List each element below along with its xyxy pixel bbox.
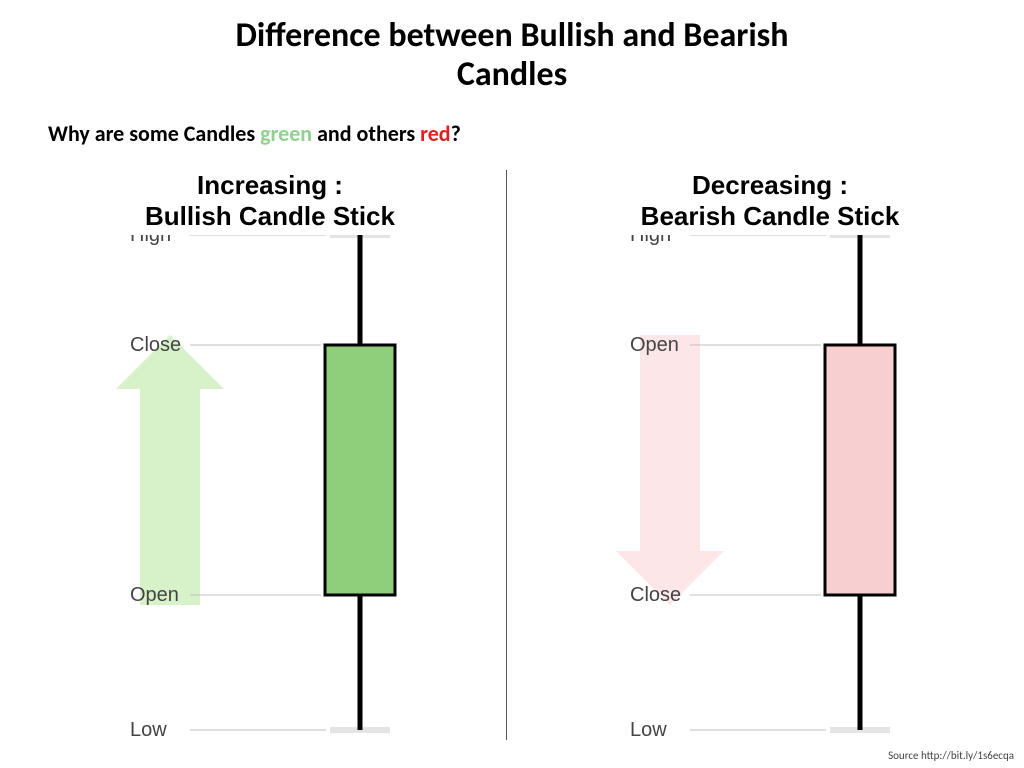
sub-question: Why are some Candles green and others re… (48, 120, 461, 147)
level-label-low: Low (630, 719, 667, 740)
bullish-candle-diagram: High Close Open Low (60, 235, 480, 740)
word-red: red (420, 120, 450, 147)
word-green: green (260, 120, 312, 147)
level-label-bottom: Close (630, 584, 681, 606)
candle-body (825, 345, 895, 595)
level-label-top: Close (130, 334, 181, 356)
level-label-low: Low (130, 719, 167, 740)
direction-arrow (616, 335, 724, 605)
bearish-candle-diagram: High Open Close Low (560, 235, 980, 740)
panel-divider (506, 170, 507, 740)
level-label-top: Open (630, 334, 679, 356)
bullish-heading: Increasing : Bullish Candle Stick (60, 170, 480, 232)
level-label-high: High (130, 235, 171, 246)
direction-arrow (116, 335, 224, 605)
bearish-heading: Decreasing : Bearish Candle Stick (560, 170, 980, 232)
title-line1: Difference between Bullish and Bearish (236, 15, 789, 56)
level-label-high: High (630, 235, 671, 246)
bearish-panel: High Open Close Low (560, 235, 980, 740)
page-title: Difference between Bullish and Bearish C… (0, 16, 1024, 94)
candle-body (325, 345, 395, 595)
bullish-panel: High Close Open Low (60, 235, 480, 740)
level-label-bottom: Open (130, 584, 179, 606)
slide: Difference between Bullish and Bearish C… (0, 0, 1024, 768)
title-line2: Candles (457, 54, 567, 95)
source-attribution: Source http://bit.ly/1s6ecqa (888, 749, 1014, 762)
